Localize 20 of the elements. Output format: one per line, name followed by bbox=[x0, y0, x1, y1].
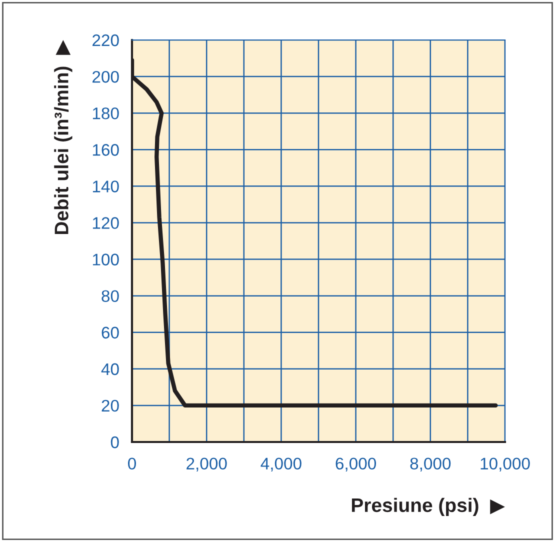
y-axis-title: Debit ulei (in³/min) ▶ bbox=[54, 40, 72, 234]
x-tick-label: 2,000 bbox=[186, 458, 227, 472]
y-tick-label: 160 bbox=[92, 144, 119, 156]
x-tick-label: 6,000 bbox=[336, 458, 376, 472]
y-tick-label: 40 bbox=[101, 363, 119, 376]
y-tick-label: 0 bbox=[110, 436, 119, 448]
y-tick-label: 80 bbox=[102, 290, 119, 302]
y-tick-label: 20 bbox=[102, 400, 119, 412]
x-tick-label: 4,000 bbox=[260, 458, 302, 472]
y-tick-label: 180 bbox=[92, 107, 119, 120]
y-tick-label: 200 bbox=[92, 70, 119, 83]
y-tick-label: 140 bbox=[92, 180, 119, 192]
y-tick-label: 220 bbox=[92, 34, 119, 46]
x-axis-title: Presiune (psi) ▶ bbox=[352, 498, 505, 516]
y-tick-label: 120 bbox=[92, 217, 119, 229]
y-tick-label: 100 bbox=[92, 254, 119, 266]
x-tick-label: 0 bbox=[128, 458, 136, 470]
y-tick-label: 60 bbox=[102, 326, 119, 339]
x-tick-label: 10,000 bbox=[480, 458, 530, 472]
x-tick-label: 8,000 bbox=[410, 458, 451, 472]
